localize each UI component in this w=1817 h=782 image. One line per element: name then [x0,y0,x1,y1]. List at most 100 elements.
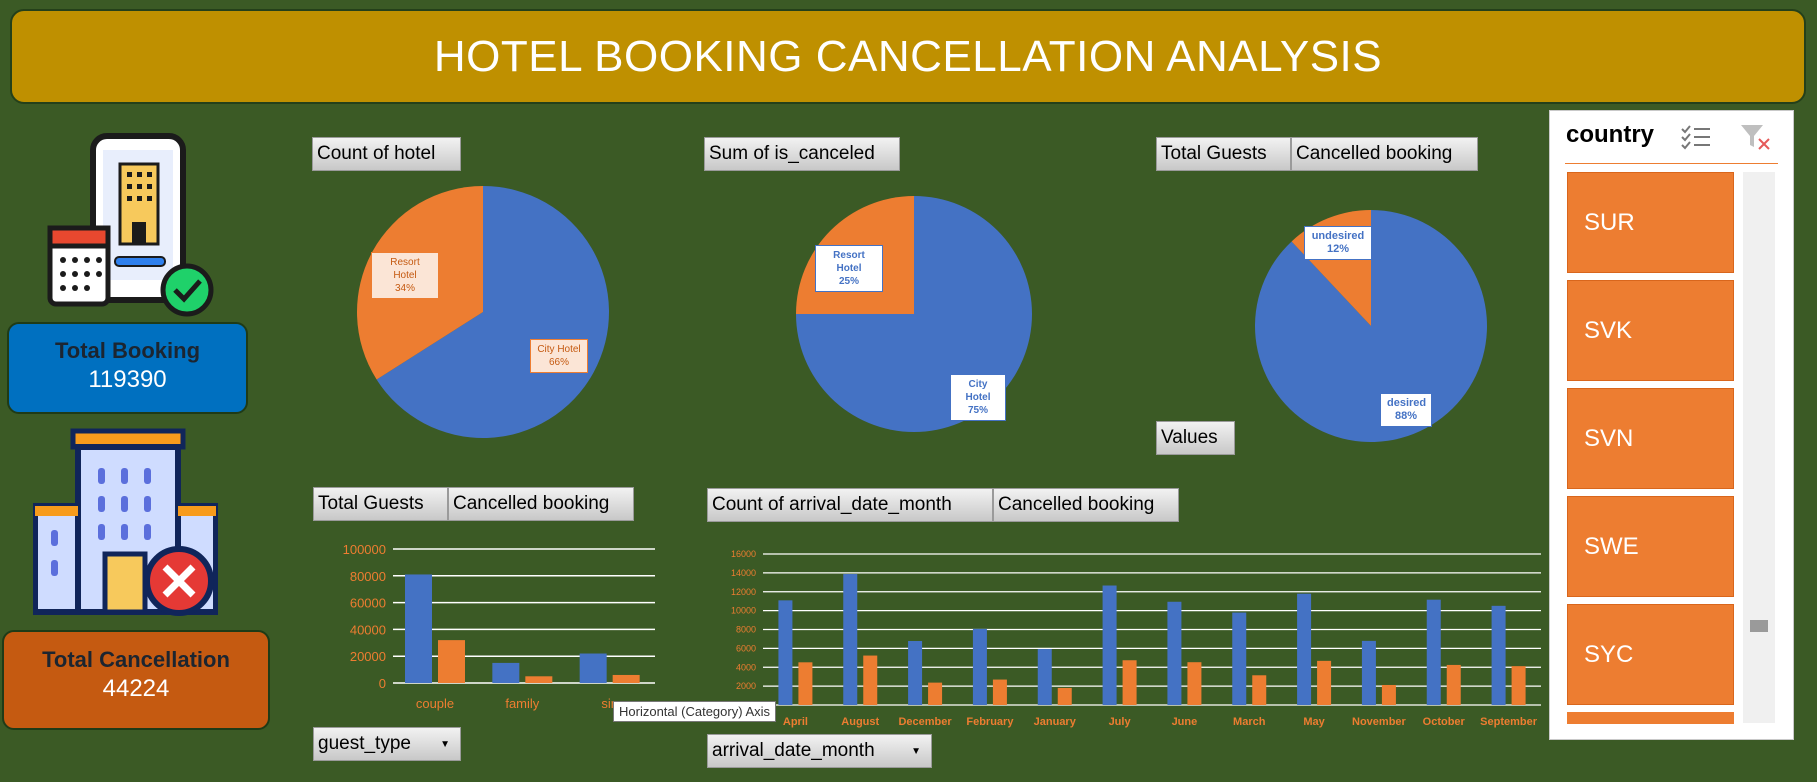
guest-type-filter[interactable]: guest_type [313,727,461,761]
bar2-ytick: 16000 [731,549,756,559]
bar2-bar-december-count [908,641,923,705]
pie1-slice-city [376,186,609,439]
bar1-bar-single-cancelled [612,674,640,683]
booking-app-icon [47,133,214,317]
bar2-bar-march-count [1232,612,1247,705]
total-cancellation-value: 44224 [102,675,170,702]
bar2-xtick: July [1109,716,1132,728]
pie1-resort-name: Resort Hotel [390,257,420,281]
bar2-bar-june-count [1167,601,1182,705]
hotel-cancel-icon [33,428,218,616]
bar2-bar-august-count [843,574,858,705]
pie1-field-button[interactable]: Count of hotel [312,137,461,171]
bar2-bar-may-count [1297,593,1312,705]
pie2-resort-pct: 25% [838,276,859,287]
total-cancellation-card: Total Cancellation 44224 [2,630,270,730]
bar1-bar-family-total [492,662,520,683]
bar2-bar-january-cancelled [1057,687,1072,705]
slicer-item-syc[interactable]: SYC [1567,604,1734,705]
axis-tooltip: Horizontal (Category) Axis [613,701,776,722]
bar1-ytick: 0 [379,676,386,691]
bar1-bar-family-cancelled [525,676,553,683]
bar1-ytick: 60000 [350,596,386,611]
total-booking-card: Total Booking 119390 [7,322,248,414]
pie-charts [357,186,1487,442]
bar2-bar-october-count [1426,599,1441,705]
bar2-ytick: 12000 [731,587,756,597]
slicer-item-swe[interactable]: SWE [1567,496,1734,597]
bar2-bar-december-cancelled [928,682,943,705]
dashboard-title: HOTEL BOOKING CANCELLATION ANALYSIS [10,9,1806,104]
bar2-bar-july-cancelled [1122,660,1137,705]
slicer-item-sur[interactable]: SUR [1567,172,1734,273]
slicer-scroll-thumb[interactable] [1750,620,1768,632]
bar2-bar-march-cancelled [1252,675,1267,705]
pie2-field-button[interactable]: Sum of is_canceled [704,137,900,171]
pie-hotel-count [357,186,609,439]
pie3-field-button-cancelled[interactable]: Cancelled booking [1291,137,1478,171]
pie3-desired-pct: 88% [1394,410,1418,422]
bar1-xtick: family [505,696,539,711]
bar2-ytick: 14000 [731,568,756,578]
bar1-bar-couple-total [405,574,432,683]
bar1-bar-single-total [579,653,607,683]
bar2-ytick: 8000 [736,625,756,635]
bar2-xtick: February [966,716,1014,728]
pie3-desired-label: desired 88% [1380,393,1432,427]
bar2-bar-february-count [972,628,987,705]
bar2-field-button-cancelled[interactable]: Cancelled booking [993,488,1179,522]
bar2-xtick: October [1423,716,1466,728]
bar2-bar-november-cancelled [1381,684,1396,705]
bar2-xtick: September [1480,716,1538,728]
bar2-ytick: 4000 [736,662,756,672]
bar2-bar-october-cancelled [1446,664,1461,705]
pie1-resort-label: Resort Hotel 34% [371,252,439,299]
bar2-xtick: December [898,716,952,728]
bar2-bar-november-count [1361,640,1376,705]
multi-select-icon[interactable] [1680,123,1712,151]
pie3-field-button-guests[interactable]: Total Guests [1156,137,1291,171]
pie3-undesired-pct: 12% [1326,243,1350,255]
total-booking-label: Total Booking [54,338,201,363]
bar1-ytick: 80000 [350,569,386,584]
total-cancellation-label: Total Cancellation [42,647,230,672]
bar2-bar-april-count [778,600,793,705]
pie2-city-pct: 75% [967,405,988,416]
arrival-month-filter[interactable]: arrival_date_month [707,734,932,768]
slicer-item-partial[interactable] [1567,712,1734,724]
clear-filter-icon[interactable] [1739,123,1775,153]
pie2-resort-name: Resort Hotel [833,250,865,274]
bar2-bar-july-count [1102,585,1117,705]
pie1-city-pct: 66% [548,357,569,368]
bar2-field-button-count[interactable]: Count of arrival_date_month [707,488,993,522]
pie1-city-name: City Hotel [537,344,581,355]
bar2-xtick: August [841,716,879,728]
country-slicer[interactable]: country SUR SVK SVN SWE SYC [1549,110,1794,740]
bar2-bar-may-cancelled [1317,660,1332,705]
bar1-ytick: 100000 [343,542,386,557]
slicer-item-svn[interactable]: SVN [1567,388,1734,489]
pie3-undesired-label: undesired 12% [1304,226,1372,260]
slicer-scrollbar[interactable] [1743,172,1775,723]
bar2-bar-september-cancelled [1511,666,1526,705]
bar1-field-button-guests[interactable]: Total Guests [313,487,448,521]
bar2-bar-september-count [1491,605,1506,705]
pie2-city-label: City Hotel 75% [950,374,1006,421]
pie1-resort-pct: 34% [394,283,415,294]
bar1-ytick: 40000 [350,622,386,637]
bar2-xtick: March [1233,716,1266,728]
bar2-bar-february-cancelled [992,679,1007,705]
bar2-ytick: 10000 [731,606,756,616]
bar2-bar-april-cancelled [798,662,813,705]
bar1-field-button-cancelled[interactable]: Cancelled booking [448,487,634,521]
bar2-bar-august-cancelled [863,655,878,705]
pie3-values-button[interactable]: Values [1156,421,1235,455]
bar2-xtick: April [783,716,808,728]
bar2-xtick: May [1303,716,1325,728]
bar1-xtick: couple [416,696,454,711]
pie3-undesired-name: undesired [1311,230,1365,242]
slicer-item-svk[interactable]: SVK [1567,280,1734,381]
bar2-bar-june-cancelled [1187,662,1202,705]
bar2-ytick: 2000 [736,681,756,691]
